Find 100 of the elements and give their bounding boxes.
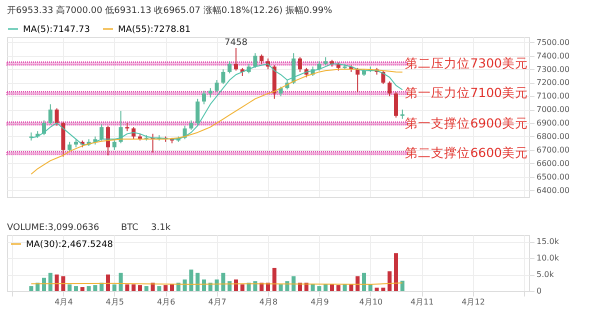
bar bbox=[374, 288, 379, 291]
y-tick-label: 10.0k bbox=[536, 254, 560, 263]
bar bbox=[80, 287, 84, 291]
bar bbox=[112, 284, 116, 291]
bar bbox=[324, 284, 328, 291]
bar bbox=[132, 284, 136, 291]
bar bbox=[240, 284, 244, 291]
band-label: 第一压力位7100美元 bbox=[405, 85, 528, 100]
text: VOLUME:3,099.0636 bbox=[7, 223, 100, 233]
bar bbox=[221, 272, 226, 291]
y-tick-label: 5.0k bbox=[536, 270, 554, 280]
bar bbox=[310, 284, 315, 291]
legend-label: MA(5):7147.73 bbox=[23, 25, 90, 35]
bar bbox=[157, 286, 162, 291]
bar bbox=[54, 274, 59, 291]
legend-label: MA(30):2,467.5248 bbox=[26, 240, 114, 250]
bar bbox=[74, 286, 78, 291]
y-tick-label: 6400.00 bbox=[536, 186, 570, 195]
bar bbox=[394, 253, 398, 291]
bar bbox=[189, 270, 194, 291]
y-tick-label: 7100.00 bbox=[536, 92, 570, 101]
candlestick bbox=[112, 140, 116, 150]
candlestick bbox=[221, 68, 226, 85]
bar bbox=[278, 284, 283, 291]
bar bbox=[349, 284, 354, 291]
bar bbox=[118, 272, 123, 291]
bar bbox=[362, 272, 366, 291]
x-tick-label: 4月7 bbox=[208, 298, 226, 306]
bar bbox=[356, 276, 360, 291]
candlestick bbox=[228, 60, 232, 74]
y-tick-label: 7000.00 bbox=[536, 105, 570, 114]
y-tick-label: 6600.00 bbox=[536, 158, 570, 168]
x-tick-label: 4月5 bbox=[106, 298, 124, 306]
x-tick-label: 4月11 bbox=[410, 298, 434, 306]
candlestick bbox=[278, 86, 283, 97]
candlestick bbox=[388, 80, 392, 97]
y-tick-label: 7200.00 bbox=[536, 78, 570, 88]
text: 3.1k bbox=[151, 223, 172, 233]
candlestick bbox=[208, 88, 212, 98]
candlestick bbox=[394, 92, 398, 118]
bar bbox=[228, 281, 232, 291]
bar bbox=[196, 272, 200, 291]
x-tick-label: 4月8 bbox=[259, 298, 278, 306]
y-tick-label: 6500.00 bbox=[536, 172, 570, 182]
candlestick bbox=[260, 54, 264, 64]
bar bbox=[138, 285, 142, 291]
y-tick-label: 15.0k bbox=[536, 237, 560, 246]
band-label: 第二压力位7300美元 bbox=[405, 55, 528, 70]
bar bbox=[400, 280, 404, 291]
bar bbox=[170, 284, 174, 291]
y-tick-label: 6700.00 bbox=[536, 145, 570, 154]
candlestick bbox=[196, 98, 200, 125]
y-tick-label: 7500.00 bbox=[536, 38, 570, 47]
candlestick bbox=[214, 80, 219, 93]
bar bbox=[336, 285, 340, 291]
bar bbox=[342, 284, 347, 291]
band-label: 第二支撑位6600美元 bbox=[405, 145, 528, 160]
candlestick bbox=[68, 141, 72, 152]
candlestick bbox=[400, 109, 404, 120]
candlestick bbox=[253, 52, 258, 68]
candlestick bbox=[106, 125, 110, 156]
candlestick bbox=[100, 124, 104, 142]
x-tick-label: 4月4 bbox=[54, 298, 73, 306]
bar bbox=[48, 272, 52, 291]
x-tick-label: 4月12 bbox=[462, 298, 485, 306]
candlestick bbox=[202, 90, 206, 105]
bar bbox=[29, 286, 34, 291]
candlestick bbox=[189, 120, 194, 130]
y-tick-label: 0 bbox=[536, 286, 542, 296]
candlestick bbox=[234, 48, 238, 72]
candlestick bbox=[298, 56, 302, 72]
bar bbox=[272, 268, 276, 291]
bar bbox=[388, 271, 392, 291]
text: 开6953.33 高7000.00 低6931.13 收6965.07 涨幅0.18%(12.26) 振幅0.99% bbox=[7, 5, 333, 16]
bar bbox=[317, 286, 322, 291]
bar bbox=[253, 281, 258, 291]
y-tick-label: 7300.00 bbox=[536, 64, 570, 74]
y-tick-label: 7400.00 bbox=[536, 51, 570, 60]
bar bbox=[381, 288, 386, 291]
y-tick-label: 6800.00 bbox=[536, 132, 570, 141]
candlestick bbox=[48, 104, 52, 125]
text: BTC bbox=[121, 223, 138, 233]
bar bbox=[202, 279, 206, 291]
bar bbox=[93, 285, 98, 291]
bar bbox=[164, 285, 168, 291]
y-tick-label: 6900.00 bbox=[536, 118, 570, 128]
bar bbox=[214, 279, 219, 291]
bar bbox=[106, 274, 110, 291]
candlestick bbox=[54, 108, 59, 126]
bar bbox=[68, 284, 72, 291]
bar bbox=[86, 286, 91, 291]
bar bbox=[144, 286, 148, 291]
x-tick-label: 4月10 bbox=[359, 298, 383, 306]
bar bbox=[125, 284, 130, 291]
bar bbox=[234, 279, 238, 291]
bar bbox=[292, 276, 296, 291]
legend-label: MA(55):7278.81 bbox=[118, 25, 191, 35]
candlestick bbox=[42, 120, 46, 136]
bar bbox=[368, 284, 372, 291]
bar bbox=[285, 281, 290, 291]
